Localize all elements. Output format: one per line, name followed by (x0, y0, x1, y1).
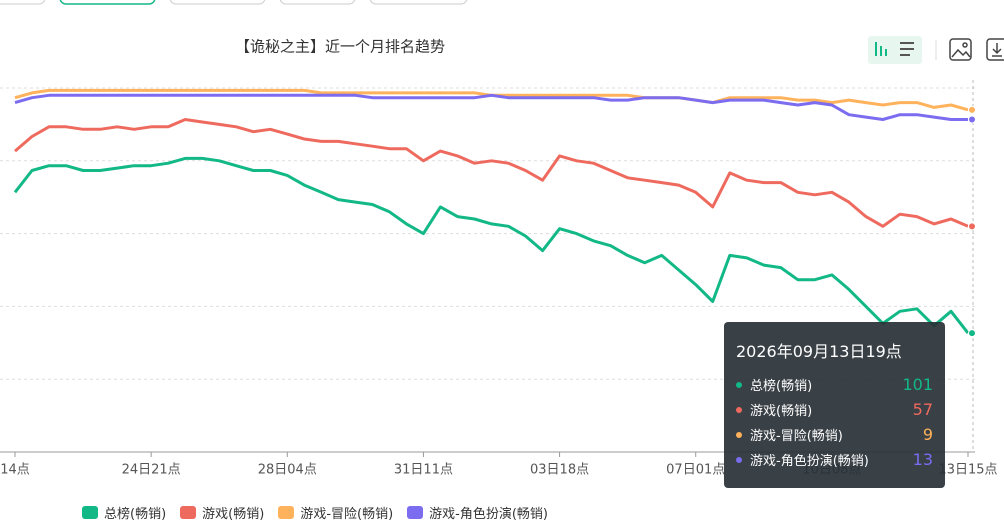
tooltip-dot (736, 381, 742, 388)
x-tick-label: 14点 (0, 463, 30, 478)
tooltip-value: 101 (902, 375, 933, 394)
tooltip-series-name: 游戏-角色扮演(畅销) (750, 454, 869, 469)
chart: 【诡秘之主】近一个月排名趋势 14点 24日21点 28日04点 31日11点 03日1… (0, 0, 1004, 478)
tooltip-row: 游戏(畅销) 57 (736, 397, 933, 422)
series-line (14, 118, 969, 228)
legend-label: 游戏-冒险(畅销) (300, 507, 394, 522)
tooltip-dot (736, 431, 742, 438)
tooltip-dot (736, 456, 742, 463)
end-point (968, 222, 976, 231)
legend-item[interactable]: 游戏-冒险(畅销) (278, 503, 393, 522)
chart-title: 【诡秘之主】近一个月排名趋势 (235, 38, 445, 56)
tooltip-row: 总榜(畅销) 101 (736, 372, 933, 397)
legend-swatch (180, 506, 197, 519)
legend-item[interactable]: 游戏-角色扮演(畅销) (407, 503, 548, 522)
legend-swatch (407, 506, 424, 519)
tooltip-series-name: 游戏-冒险(畅销) (750, 429, 843, 444)
legend-label: 游戏-角色扮演(畅销) (429, 507, 548, 522)
tab-button[interactable] (0, 0, 46, 5)
legend: 总榜(畅销) 游戏(畅销) 游戏-冒险(畅销) 游戏-角色扮演(畅销) (82, 503, 562, 522)
end-point (968, 115, 976, 124)
legend-item[interactable]: 总榜(畅销) (82, 503, 166, 522)
x-tick-label: 24日21点 (122, 463, 181, 478)
x-tick-label: 13日15点 (938, 463, 997, 478)
tooltip-row: 游戏-冒险(畅销) 9 (736, 422, 933, 447)
tooltip: 2026年09月13日19点 总榜(畅销) 101 游戏(畅销) 57 游戏-冒险(畅销… (724, 322, 945, 488)
x-tick-label: 31日11点 (394, 463, 453, 478)
end-point (968, 329, 976, 338)
legend-label: 总榜(畅销) (104, 507, 167, 522)
tab-button[interactable] (279, 0, 356, 5)
tooltip-value: 57 (912, 400, 933, 419)
tooltip-dot (736, 406, 742, 413)
legend-swatch (278, 506, 295, 519)
tooltip-series-name: 总榜(畅销) (750, 379, 813, 394)
tooltip-row: 游戏-角色扮演(畅销) 13 (736, 447, 933, 472)
tab-button[interactable] (169, 0, 266, 5)
view-toggle[interactable] (868, 36, 922, 64)
save-image-icon[interactable] (949, 38, 972, 61)
download-icon[interactable] (986, 38, 1004, 61)
x-tick-label: 07日01点 (666, 463, 725, 478)
legend-swatch (82, 506, 98, 519)
tooltip-value: 9 (922, 425, 933, 444)
series-line (14, 93, 968, 121)
series-line (13, 156, 970, 335)
series-line (14, 88, 969, 112)
tooltip-title: 2026年09月13日19点 (736, 342, 902, 361)
tab-button[interactable] (59, 0, 156, 5)
tab-button[interactable] (369, 0, 468, 5)
tooltip-value: 13 (912, 450, 933, 469)
x-tick-label: 28日04点 (258, 463, 317, 478)
legend-item[interactable]: 游戏(畅销) (180, 503, 264, 522)
end-point (968, 105, 976, 114)
legend-label: 游戏(畅销) (202, 507, 265, 522)
tooltip-series-name: 游戏(畅销) (750, 404, 813, 419)
x-tick-label: 03日18点 (530, 463, 589, 478)
